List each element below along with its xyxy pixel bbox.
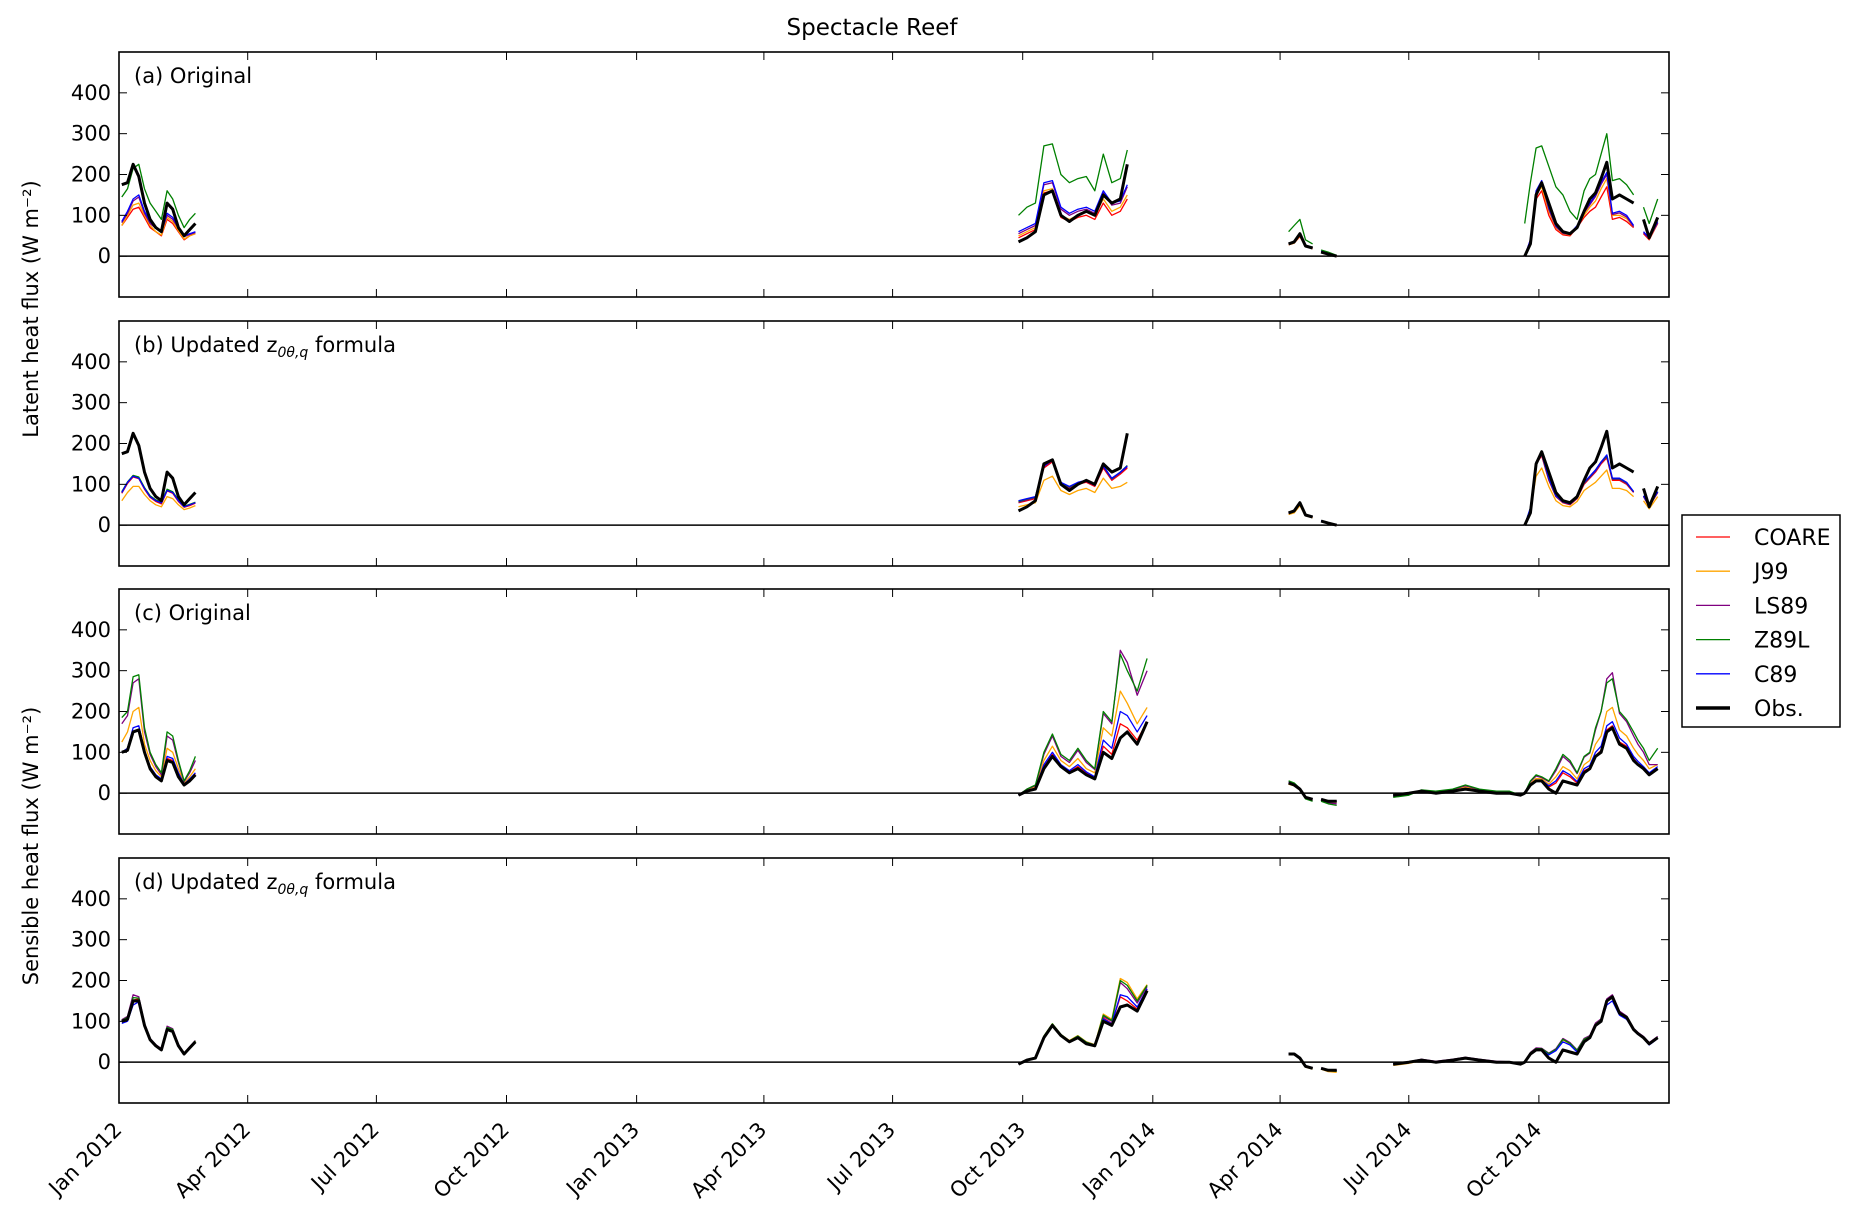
series-group bbox=[121, 649, 1659, 807]
series-line-c89 bbox=[121, 171, 1659, 257]
series-line-c89 bbox=[121, 710, 1659, 802]
series-line-obs bbox=[121, 990, 1659, 1072]
legend-label: Obs. bbox=[1754, 697, 1804, 722]
panel-label-suffix: formula bbox=[308, 870, 396, 894]
y-tick-label: 100 bbox=[71, 740, 111, 764]
panels: 0 100 200 300 400 (a) Original 0 100 200 300 400 (b… bbox=[19, 51, 1670, 1203]
panel-label: (a) Original bbox=[134, 64, 252, 88]
series-line-ls89 bbox=[121, 649, 1658, 805]
y-tick-label: 0 bbox=[98, 1050, 111, 1074]
x-tick-label: Jan 2014 bbox=[1077, 1118, 1161, 1202]
legend-entry: LS89 bbox=[1696, 594, 1808, 619]
x-tick-label: Apr 2014 bbox=[1202, 1118, 1287, 1203]
legend-entry: C89 bbox=[1696, 663, 1797, 688]
panel-label: (d) Updated z0θ,q formula bbox=[134, 870, 396, 898]
y-tick-label: 300 bbox=[71, 391, 111, 415]
y-tick-label: 400 bbox=[71, 887, 111, 911]
legend-label: J99 bbox=[1752, 560, 1788, 585]
x-tick-label: Jul 2012 bbox=[305, 1118, 384, 1197]
y-axis-label: Latent heat flux (W m⁻²) bbox=[19, 180, 43, 437]
axes-frame bbox=[118, 588, 1670, 835]
y-tick-label: 300 bbox=[71, 122, 111, 146]
y-tick-label: 400 bbox=[71, 81, 111, 105]
axes-frame bbox=[118, 857, 1670, 1104]
y-tick-label: 200 bbox=[71, 700, 111, 724]
series-group bbox=[121, 133, 1660, 258]
series-group bbox=[121, 429, 1660, 527]
y-tick-label: 300 bbox=[71, 659, 111, 683]
series-line-obs bbox=[121, 429, 1660, 527]
panel-label: (c) Original bbox=[134, 601, 251, 625]
series-line-c89 bbox=[121, 988, 1659, 1071]
legend-entry: Z89L bbox=[1696, 629, 1810, 654]
series-line-obs bbox=[121, 160, 1660, 258]
y-tick-label: 0 bbox=[98, 513, 111, 537]
x-tick-label: Jul 2014 bbox=[1337, 1118, 1416, 1197]
axes-frame bbox=[118, 51, 1670, 298]
panel-label-subscript: 0θ,q bbox=[277, 345, 308, 361]
panel-b: 0 100 200 300 400 (b) Updated z0θ,q formula bbox=[71, 320, 1670, 567]
series-line-ls89 bbox=[121, 454, 1659, 526]
y-tick-label: 0 bbox=[98, 781, 111, 805]
y-tick-label: 400 bbox=[71, 350, 111, 374]
y-axis-label: Sensible heat flux (W m⁻²) bbox=[19, 707, 43, 986]
panel-label: (b) Updated z0θ,q formula bbox=[134, 333, 396, 361]
y-tick-label: 0 bbox=[98, 244, 111, 268]
series-line-j99 bbox=[121, 177, 1659, 257]
series-line-j99 bbox=[121, 690, 1658, 803]
x-tick-label: Jan 2013 bbox=[560, 1118, 644, 1202]
legend-label: Z89L bbox=[1754, 629, 1810, 654]
series-line-c89 bbox=[121, 453, 1659, 526]
x-tick-label: Apr 2013 bbox=[686, 1118, 771, 1203]
chart-title: Spectacle Reef bbox=[787, 15, 959, 41]
legend: COARE J99 LS89 Z89L C89 Obs. bbox=[1681, 514, 1841, 728]
legend-entry: COARE bbox=[1696, 526, 1831, 551]
legend-label: LS89 bbox=[1754, 594, 1808, 619]
series-line-coare bbox=[121, 721, 1659, 802]
y-tick-label: 200 bbox=[71, 432, 111, 456]
series-line-ls89 bbox=[121, 173, 1659, 257]
y-tick-label: 100 bbox=[71, 203, 111, 227]
y-tick-label: 400 bbox=[71, 618, 111, 642]
x-tick-label: Oct 2014 bbox=[1461, 1118, 1546, 1203]
axes-frame bbox=[118, 320, 1670, 567]
series-line-coare bbox=[121, 989, 1659, 1071]
y-tick-label: 200 bbox=[71, 163, 111, 187]
panel-a: 0 100 200 300 400 (a) Original bbox=[71, 51, 1670, 298]
panel-label-text: (a) Original bbox=[134, 64, 252, 88]
series-line-z89l bbox=[121, 453, 1659, 526]
y-tick-label: 300 bbox=[71, 928, 111, 952]
x-tick-label: Oct 2013 bbox=[945, 1118, 1030, 1203]
panel-label-subscript: 0θ,q bbox=[277, 882, 308, 898]
panel-label-text: (b) Updated z bbox=[134, 333, 277, 357]
panel-label-text: (d) Updated z bbox=[134, 870, 277, 894]
series-group bbox=[121, 977, 1659, 1074]
y-tick-label: 200 bbox=[71, 969, 111, 993]
legend-label: COARE bbox=[1754, 526, 1831, 551]
legend-label: C89 bbox=[1754, 663, 1797, 688]
panel-c: 0 100 200 300 400 (c) Original bbox=[71, 588, 1670, 835]
legend-entry: Obs. bbox=[1696, 697, 1804, 722]
legend-box bbox=[1681, 514, 1841, 728]
x-tick-label: Jul 2013 bbox=[821, 1118, 900, 1197]
x-tick-label: Apr 2012 bbox=[170, 1118, 255, 1203]
series-line-z89l bbox=[121, 979, 1659, 1072]
series-line-j99 bbox=[121, 467, 1659, 526]
panel-label-text: (c) Original bbox=[134, 601, 251, 625]
panel-d: 0 100 200 300 400 Jan 2012 Apr 2012 Jul 2012 Oct… bbox=[43, 857, 1670, 1203]
series-line-obs bbox=[121, 721, 1659, 803]
series-line-coare bbox=[121, 455, 1659, 526]
y-tick-label: 100 bbox=[71, 472, 111, 496]
legend-entry: J99 bbox=[1696, 560, 1788, 585]
series-line-j99 bbox=[121, 977, 1659, 1074]
panel-label-suffix: formula bbox=[308, 333, 396, 357]
x-tick-label: Oct 2012 bbox=[429, 1118, 514, 1203]
series-line-coare bbox=[121, 186, 1659, 257]
x-tick-label: Jan 2012 bbox=[43, 1118, 127, 1202]
series-line-z89l bbox=[121, 653, 1659, 807]
series-line-z89l bbox=[121, 133, 1659, 256]
y-tick-label: 100 bbox=[71, 1009, 111, 1033]
series-line-ls89 bbox=[121, 981, 1659, 1072]
